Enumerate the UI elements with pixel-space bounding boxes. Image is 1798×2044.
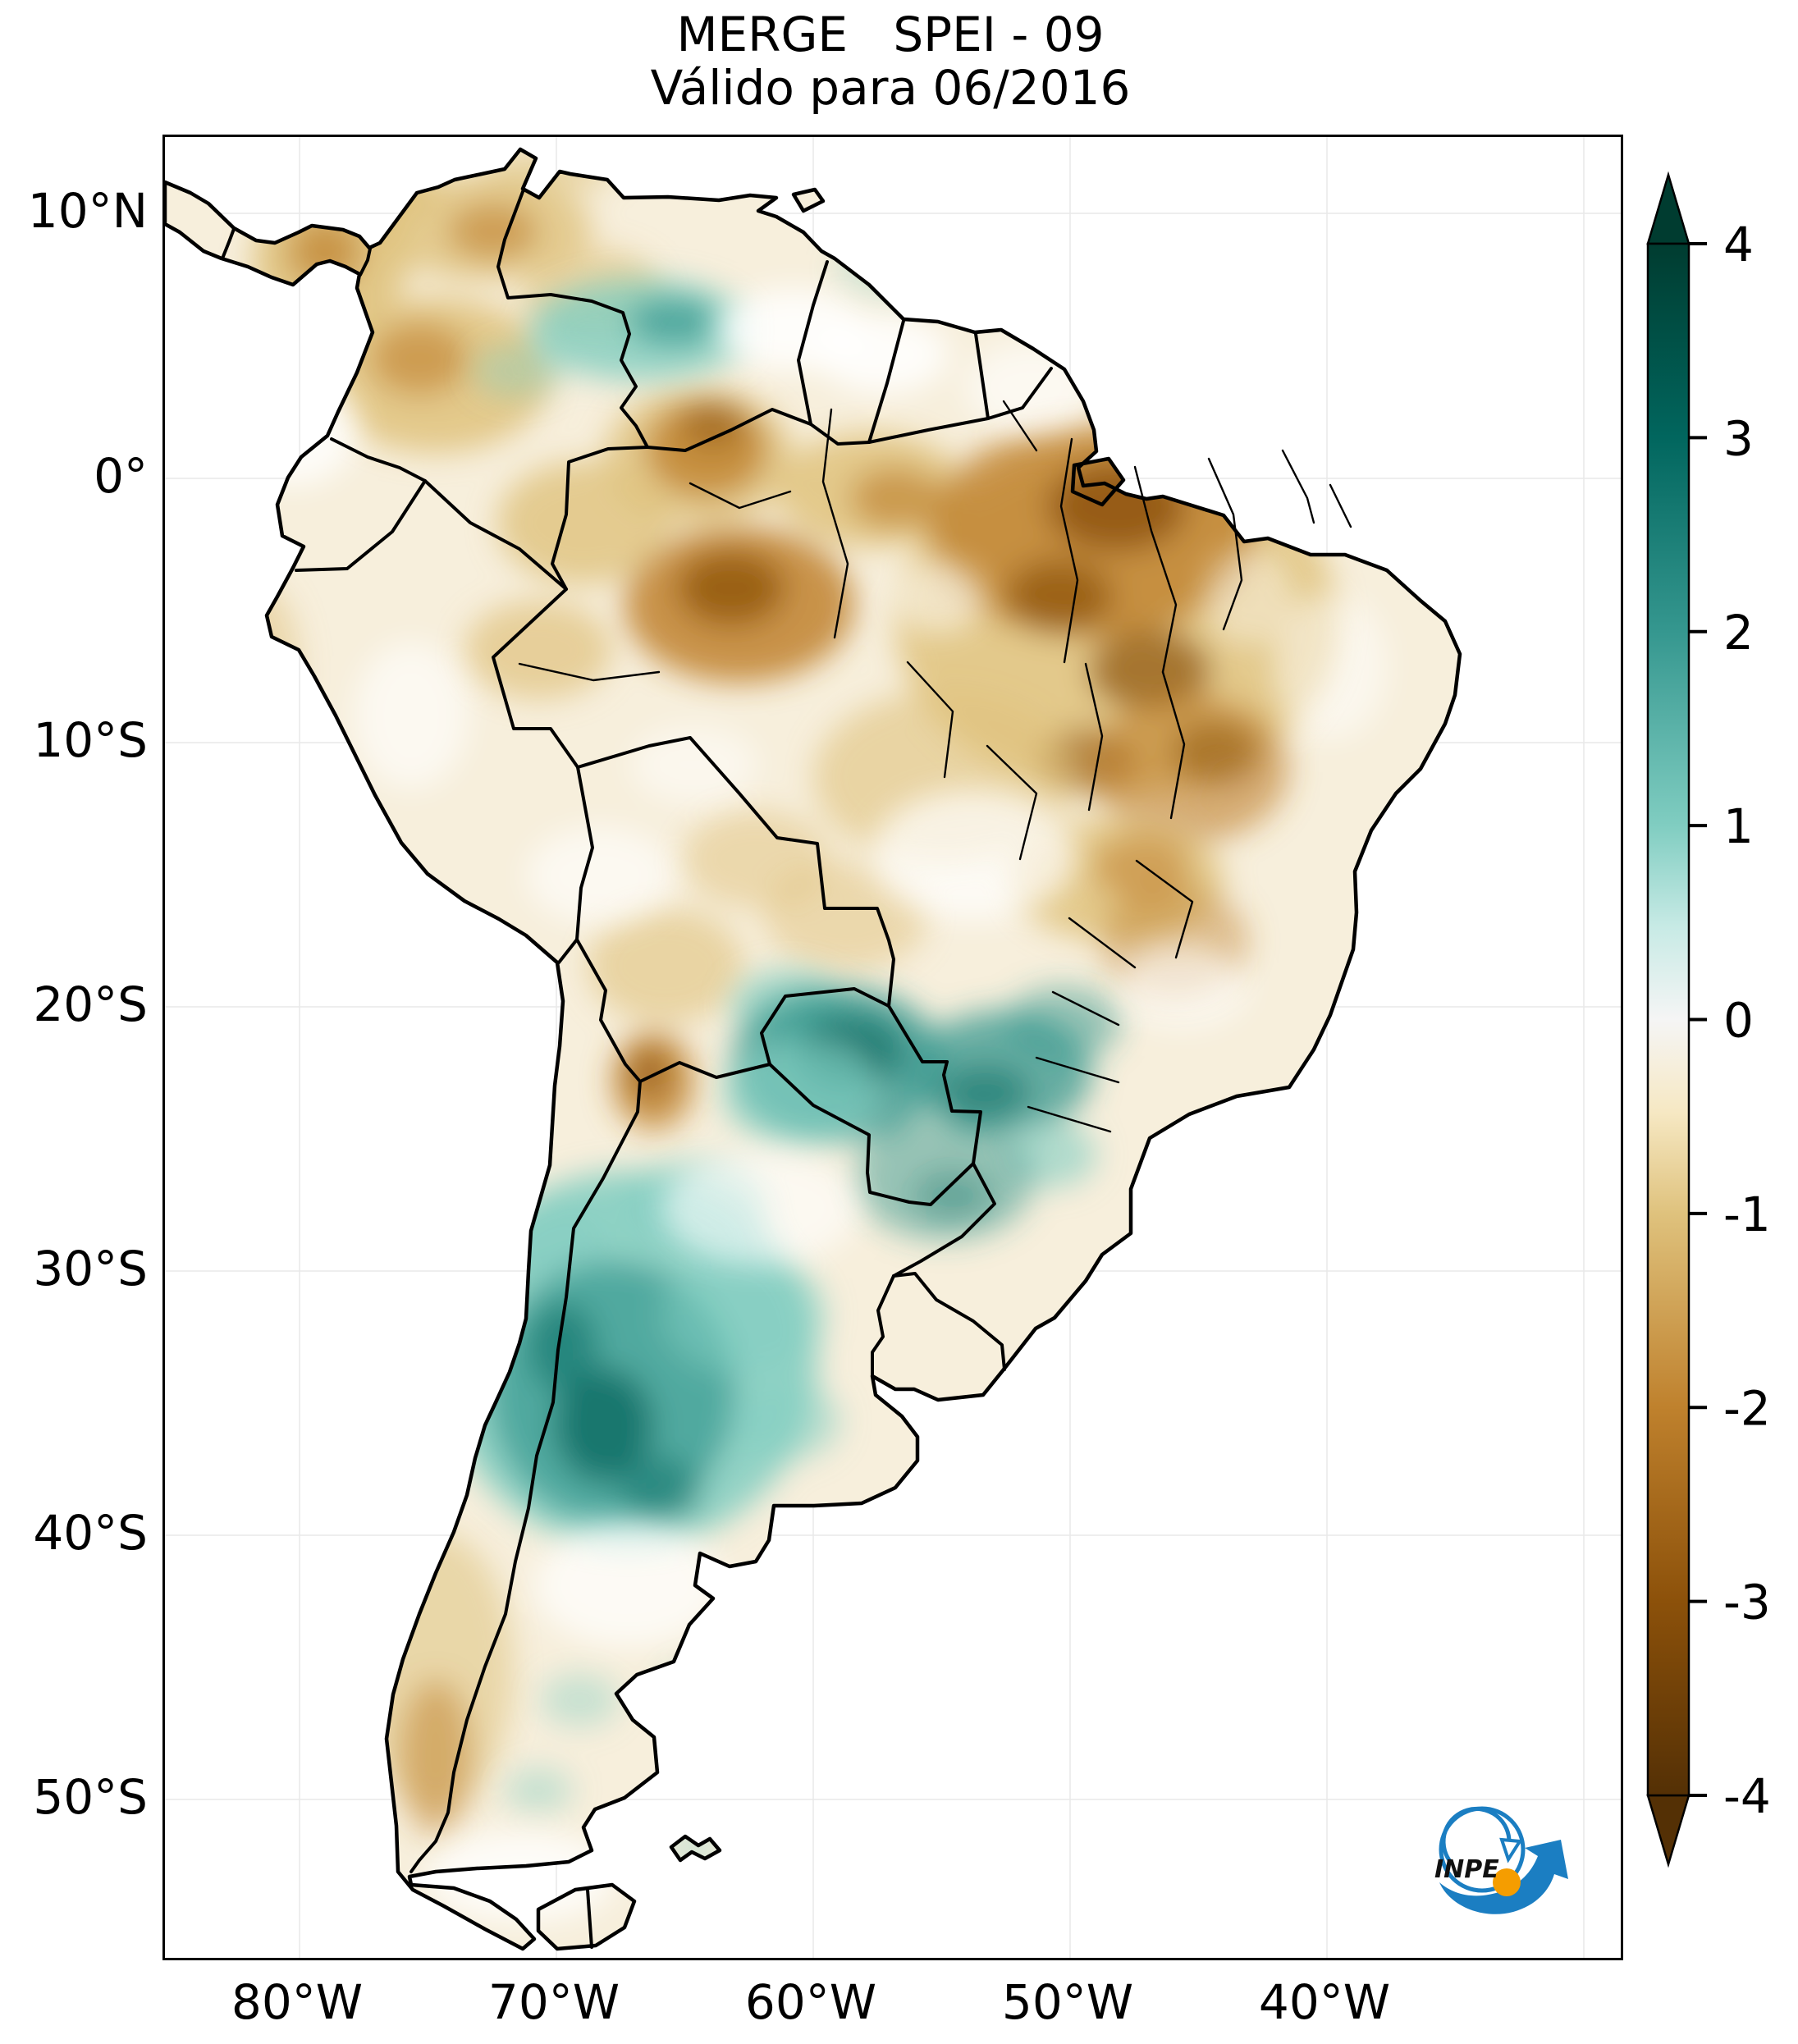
inpe-logo: INPE [1425,1790,1589,1921]
map-plot-area [162,135,1623,1960]
x-axis-label-40w: 40°W [1258,1974,1391,2030]
title-line-1: MERGE SPEI - 09 [676,7,1105,62]
colorbar-tick-3: 3 [1723,410,1754,466]
title-line-2: Válido para 06/2016 [650,59,1131,116]
y-axis-label-20s: 20°S [33,976,148,1032]
inpe-logo-text: INPE [1434,1855,1499,1884]
inpe-down-arrowhead-icon [1499,1837,1523,1863]
colorbar-tick-2: 2 [1723,605,1754,661]
y-axis-label-40s: 40°S [33,1505,148,1561]
colorbar-gradient-bar [1646,242,1690,1797]
state-borders [518,400,1352,1133]
colorbar-tick-m3: -3 [1723,1575,1771,1630]
inpe-swoosh-arrow-icon [1439,1840,1568,1914]
colorbar-tick-m1: -1 [1723,1187,1771,1242]
y-axis-label-50s: 50°S [33,1769,148,1825]
colorbar-scale: 4 3 2 1 0 -1 -2 -3 -4 [1646,171,1771,1868]
colorbar-tick-0: 0 [1723,993,1754,1049]
colorbar-tick-4: 4 [1723,217,1754,272]
x-axis-label-50w: 50°W [1001,1974,1134,2030]
colorbar-tick-1: 1 [1723,798,1754,854]
south-america-spei-map [162,137,1621,1958]
figure-title: MERGE SPEI - 09 Válido para 06/2016 [162,8,1618,115]
colorbar-tick-m2: -2 [1723,1380,1771,1436]
x-axis-label-70w: 70°W [487,1974,620,2030]
y-axis-label-30s: 30°S [33,1241,148,1296]
y-axis-label-0: 0° [94,448,148,504]
inpe-orange-dot-icon [1493,1868,1521,1896]
inpe-logo-icon: INPE [1434,1806,1568,1914]
inpe-inner-spiral-icon [1441,1806,1512,1862]
y-axis-label-10n: 10°N [27,183,148,239]
x-axis-label-80w: 80°W [231,1974,364,2030]
y-axis-label-10s: 10°S [33,712,148,768]
colorbar-arrow-bottom [1646,1794,1690,1868]
x-axis-label-60w: 60°W [744,1974,877,2030]
country-borders [221,188,1053,1949]
coastline-outlines [162,147,1462,1951]
colorbar: 4 3 2 1 0 -1 -2 -3 -4 [1631,164,1798,1899]
colorbar-tick-m4: -4 [1723,1768,1771,1824]
colorbar-arrow-top [1646,171,1690,245]
